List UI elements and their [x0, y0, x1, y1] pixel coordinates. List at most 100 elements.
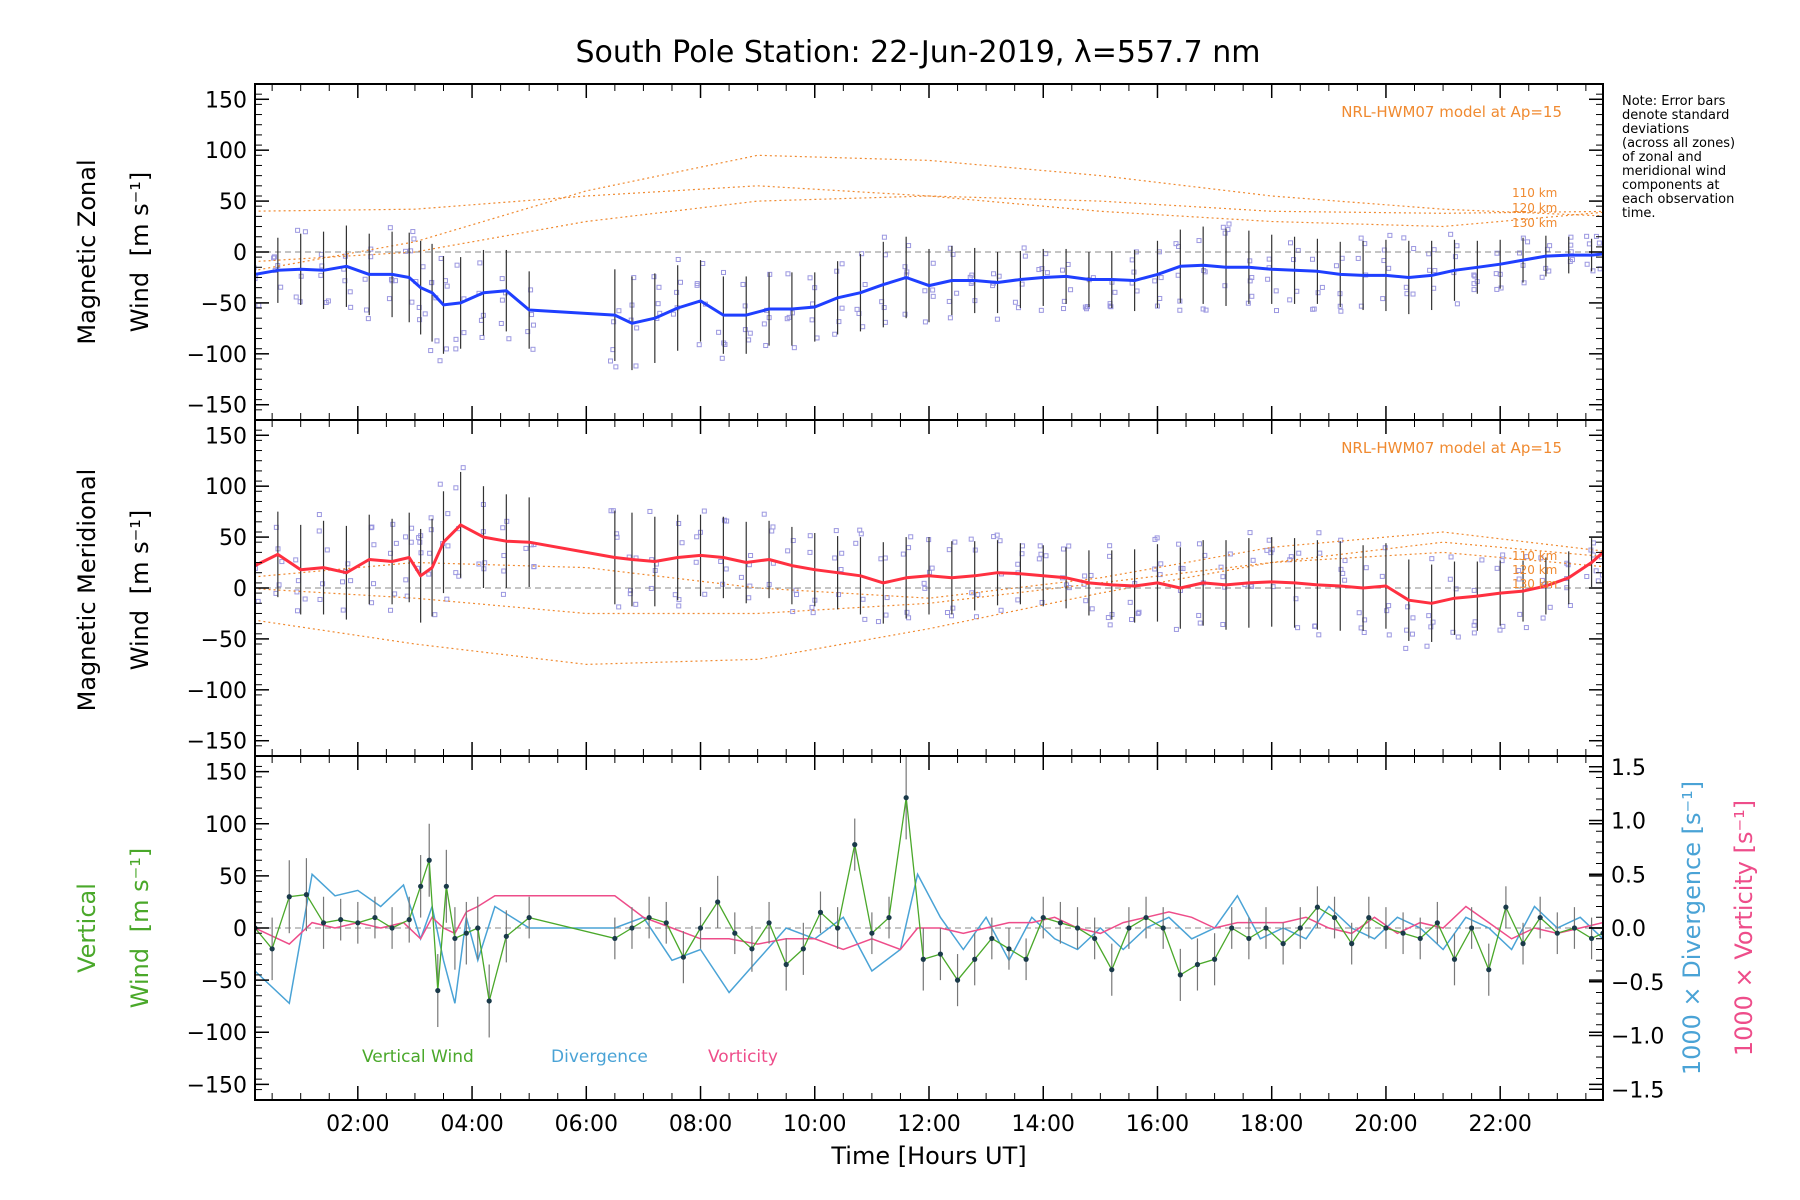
observation-point — [1333, 263, 1339, 269]
observation-point — [1596, 240, 1602, 246]
observation-point — [853, 540, 859, 546]
vertical-wind-point — [1246, 935, 1252, 942]
vertical-wind-point — [1177, 972, 1183, 978]
observation-point — [1494, 565, 1500, 571]
observation-point — [1157, 572, 1163, 578]
observation-point — [1222, 283, 1228, 289]
observation-point — [1448, 231, 1454, 237]
observation-point — [1410, 291, 1416, 297]
x-axis-label: Time [Hours UT] — [830, 1142, 1026, 1170]
observation-point — [693, 559, 699, 565]
model-altitude-110: 110 km — [1512, 549, 1557, 563]
vertical-wind-point — [486, 998, 492, 1004]
vertical-wind-point — [903, 795, 909, 801]
y-tick-label: −150 — [187, 1073, 247, 1098]
meridional-ylabel-line1: Magnetic Meridional — [73, 469, 101, 712]
vertical-wind-point — [1263, 925, 1269, 931]
observation-point — [608, 358, 614, 364]
observation-point — [1036, 267, 1042, 273]
y-tick-label: −150 — [187, 394, 247, 419]
figure-title: South Pole Station: 22-Jun-2019, λ=557.7… — [575, 35, 1260, 70]
observation-point — [807, 549, 813, 555]
observation-point — [1524, 554, 1530, 560]
observation-point — [763, 343, 769, 349]
observation-point — [1539, 577, 1545, 583]
observation-point — [409, 299, 415, 305]
observation-point — [1082, 573, 1088, 579]
observation-point — [651, 274, 657, 280]
vertical-wind-point — [1469, 925, 1475, 931]
vertical-wind-point — [1006, 946, 1012, 952]
observation-point — [1173, 626, 1179, 632]
vertical-wind-point — [732, 930, 738, 936]
observation-point — [434, 338, 440, 344]
observation-point — [1424, 643, 1430, 649]
observation-point — [1296, 550, 1302, 556]
observation-point — [947, 315, 953, 321]
vertical-wind-point — [972, 956, 978, 962]
observation-point — [1061, 306, 1067, 312]
observation-point — [1295, 625, 1301, 631]
vertical-wind-point — [817, 909, 824, 915]
observation-point — [723, 566, 729, 572]
observation-point — [1107, 622, 1113, 628]
observation-point — [453, 485, 459, 491]
observation-point — [403, 577, 409, 583]
y2-tick-label: −1.0 — [1611, 1025, 1664, 1050]
observation-point — [807, 533, 813, 539]
observation-point — [295, 227, 301, 233]
observation-point — [371, 542, 377, 548]
y2-tick-label: −0.5 — [1611, 971, 1664, 996]
vorticity-line — [255, 895, 1603, 951]
zonal-ylabel-units: [m s⁻¹] — [126, 172, 154, 257]
observation-point — [747, 330, 753, 336]
observation-point — [1268, 550, 1274, 556]
observation-point — [1158, 275, 1164, 281]
observation-point — [318, 272, 324, 278]
observation-point — [1471, 630, 1477, 636]
observation-point — [1539, 274, 1545, 280]
model-altitude-130: 130 km — [1512, 577, 1557, 591]
y-tick-label: −50 — [201, 292, 247, 317]
observation-point — [1432, 268, 1438, 274]
observation-point — [393, 540, 399, 546]
observation-point — [531, 564, 537, 570]
observation-point — [500, 525, 506, 531]
meridional-ylabel-wind: Wind — [126, 610, 154, 670]
observation-point — [994, 532, 1000, 538]
zonal-wind-line — [255, 252, 1603, 325]
observation-point — [1227, 551, 1233, 557]
observation-point — [1538, 555, 1544, 561]
observation-point — [1386, 265, 1392, 271]
divergence-line — [255, 872, 1603, 1005]
observation-point — [1180, 565, 1186, 571]
observation-point — [656, 284, 662, 290]
observation-point — [1270, 584, 1276, 590]
vertical-wind-point — [1092, 935, 1098, 942]
observation-point — [348, 304, 354, 310]
vertical-wind-point — [320, 920, 327, 926]
observation-point — [839, 261, 845, 267]
vertical-wind-point — [1023, 956, 1029, 962]
observation-point — [1447, 576, 1453, 582]
observation-point — [1203, 307, 1209, 313]
observation-point — [1338, 308, 1344, 314]
observation-point — [1107, 543, 1113, 549]
vertical-wind-point — [355, 920, 361, 926]
observation-point — [613, 364, 619, 370]
observation-point — [1044, 270, 1050, 276]
observation-point — [1584, 233, 1590, 239]
observation-point — [1387, 232, 1393, 238]
observation-point — [678, 279, 684, 285]
vertical-wind-point — [303, 892, 310, 898]
vertical-wind-point — [1588, 935, 1595, 942]
observation-point — [528, 287, 534, 293]
observation-point — [1384, 608, 1390, 614]
y-tick-label: 100 — [205, 475, 247, 500]
observation-point — [922, 319, 928, 325]
observation-point — [365, 316, 371, 322]
observation-point — [1315, 290, 1321, 296]
vertical-wind-point — [338, 917, 344, 923]
observation-point — [616, 604, 622, 610]
observation-point — [1405, 604, 1411, 610]
